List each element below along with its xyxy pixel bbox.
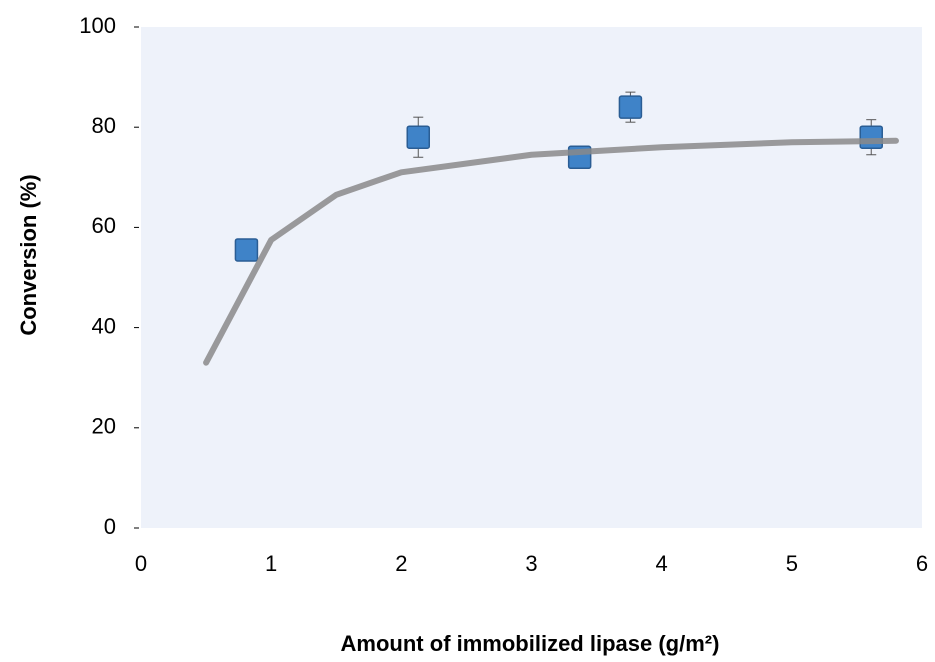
x-tick-label: 6 bbox=[916, 551, 928, 576]
data-point bbox=[619, 96, 641, 118]
x-axis-title: Amount of immobilized lipase (g/m²) bbox=[341, 631, 720, 656]
y-tick-label: 20 bbox=[92, 414, 116, 439]
y-tick-label: 40 bbox=[92, 313, 116, 338]
y-tick-label: 100 bbox=[79, 13, 116, 38]
data-point bbox=[407, 126, 429, 148]
data-point bbox=[860, 126, 882, 148]
chart: Amount of immobilized lipase (g/m²) Conv… bbox=[0, 0, 935, 662]
y-tick-label: 0 bbox=[104, 514, 116, 539]
x-tick-label: 5 bbox=[786, 551, 798, 576]
x-tick-label: 3 bbox=[525, 551, 537, 576]
x-tick-label: 1 bbox=[265, 551, 277, 576]
data-point bbox=[235, 239, 257, 261]
y-axis-title: Conversion (%) bbox=[16, 174, 41, 335]
y-tick-label: 80 bbox=[92, 113, 116, 138]
x-tick-label: 2 bbox=[395, 551, 407, 576]
x-tick-label: 4 bbox=[656, 551, 668, 576]
x-tick-label: 0 bbox=[135, 551, 147, 576]
y-tick-label: 60 bbox=[92, 213, 116, 238]
plot-area bbox=[141, 27, 922, 528]
